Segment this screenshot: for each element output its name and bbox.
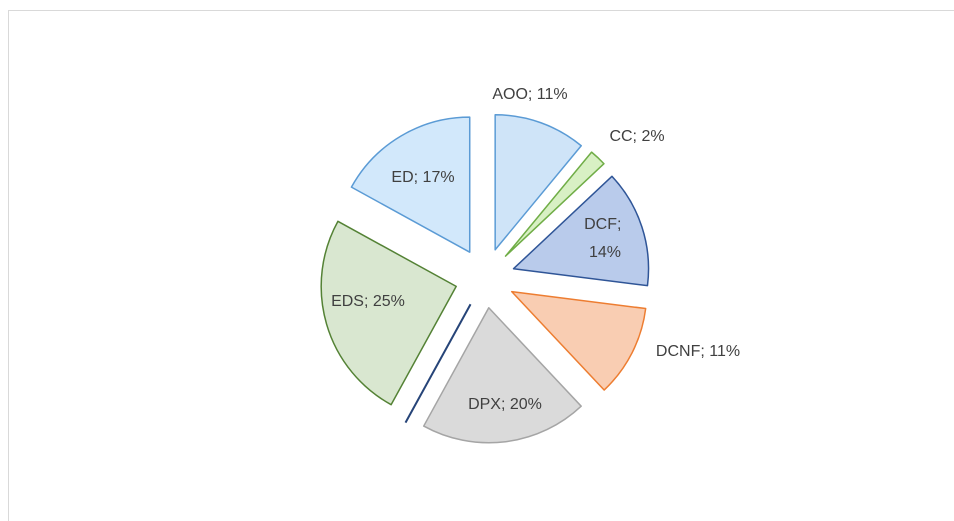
label-separator: ;	[501, 396, 510, 413]
pie-slice	[320, 220, 457, 406]
data-label: DPX; 20%	[468, 396, 542, 413]
label-separator: ;	[633, 128, 642, 145]
pie-slice	[504, 151, 605, 257]
data-label: AOO; 11%	[492, 86, 567, 103]
data-label: DCF; 14%	[584, 216, 626, 261]
label-value: 11%	[537, 86, 568, 103]
label-category: ED	[391, 169, 413, 186]
label-value: 2%	[641, 128, 664, 145]
label-category: DCF	[584, 216, 617, 233]
label-separator: ;	[617, 216, 626, 233]
label-category: DPX	[468, 396, 501, 413]
label-value: 11%	[709, 343, 740, 360]
data-label: EDS; 25%	[331, 293, 405, 310]
label-separator: ;	[364, 293, 373, 310]
label-value: 25%	[373, 293, 405, 310]
label-value: 17%	[423, 169, 455, 186]
label-category: EDS	[331, 293, 364, 310]
label-value: 14%	[589, 244, 621, 261]
label-separator: ;	[414, 169, 423, 186]
pie-slice	[512, 175, 650, 287]
label-category: CC	[609, 128, 632, 145]
label-separator: ;	[700, 343, 709, 360]
label-value: 20%	[510, 396, 542, 413]
data-label: ED; 17%	[391, 169, 454, 186]
pie-slice	[510, 290, 647, 391]
data-label: DCNF; 11%	[656, 343, 740, 360]
label-separator: ;	[528, 86, 537, 103]
pie-slice	[494, 114, 582, 251]
label-category: DCNF	[656, 343, 701, 360]
label-category: AOO	[492, 86, 528, 103]
data-label: CC; 2%	[609, 128, 664, 145]
pie-slice	[422, 307, 582, 444]
pie-slice	[404, 303, 472, 424]
pie-slice	[350, 116, 471, 253]
